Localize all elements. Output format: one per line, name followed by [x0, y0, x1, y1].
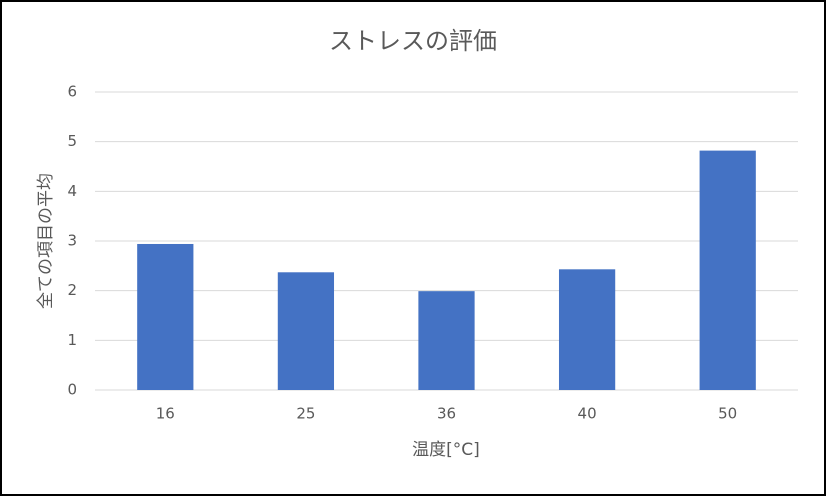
y-tick-label: 0	[67, 381, 77, 399]
y-tick-label: 3	[67, 232, 77, 250]
x-axis-label: 温度[°C]	[412, 440, 480, 460]
y-tick-label: 6	[67, 83, 77, 101]
y-tick-label: 2	[67, 281, 77, 299]
x-tick-label: 36	[437, 405, 456, 423]
chart-title: ストレスの評価	[329, 27, 497, 55]
x-tick-label: 25	[296, 405, 315, 423]
x-tick-label: 16	[156, 405, 175, 423]
bar	[558, 269, 616, 390]
y-tick-label: 5	[67, 132, 77, 150]
y-tick-label: 4	[67, 182, 77, 200]
bar	[699, 150, 756, 390]
x-tick-label: 50	[718, 405, 737, 423]
y-tick-label: 1	[67, 331, 77, 349]
y-axis-label: 全ての項目の平均	[36, 173, 56, 309]
bar	[418, 291, 475, 390]
x-tick-label: 40	[578, 405, 597, 423]
bar	[277, 272, 335, 390]
bar	[137, 243, 194, 390]
